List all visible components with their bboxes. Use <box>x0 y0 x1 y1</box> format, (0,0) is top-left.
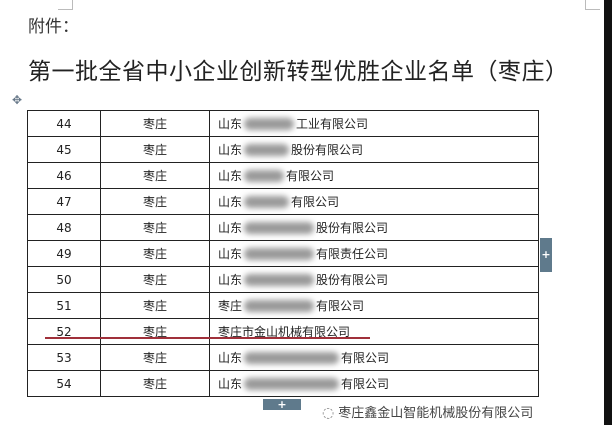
company-suffix: 有限公司 <box>341 350 390 365</box>
row-city: 枣庄 <box>100 240 210 267</box>
row-city: 枣庄 <box>100 344 210 371</box>
company-prefix: 山东 <box>218 272 243 287</box>
table-row: 52 枣庄 枣庄市金山机械有限公司 <box>27 318 539 345</box>
company-suffix: 工业有限公司 <box>296 116 369 131</box>
company-prefix: 山东 <box>218 142 243 157</box>
highlight-underline <box>45 337 370 339</box>
row-city: 枣庄 <box>100 162 210 189</box>
redacted-blur <box>244 170 285 182</box>
table-row: 54 枣庄 山东 有限公司 <box>27 370 539 397</box>
table-row: 53 枣庄 山东 有限公司 <box>27 344 539 371</box>
row-city: 枣庄 <box>100 188 210 215</box>
row-number: 48 <box>27 214 101 241</box>
company-name: 山东 股份有限公司 <box>209 136 539 163</box>
company-prefix: 枣庄 <box>218 298 243 313</box>
row-number: 53 <box>27 344 101 371</box>
table-row: 46 枣庄 山东 有限公司 <box>27 162 539 189</box>
table-row: 45 枣庄 山东 股份有限公司 <box>27 136 539 163</box>
company-suffix: 有限公司 <box>286 168 335 183</box>
company-name: 山东 有限责任公司 <box>209 240 539 267</box>
row-number: 51 <box>27 292 101 319</box>
watermark: 枣庄鑫金山智能机械股份有限公司 <box>338 406 534 421</box>
row-city: 枣庄 <box>100 136 210 163</box>
company-name: 山东 有限公司 <box>209 370 539 397</box>
company-suffix: 有限公司 <box>341 376 390 391</box>
company-table: 44 枣庄 山东 工业有限公司 45 枣庄 山东 股份有限公司 46 枣庄 山东 有限公司… <box>27 110 539 397</box>
table-row: 47 枣庄 山东 有限公司 <box>27 188 539 215</box>
redacted-blur <box>244 118 295 130</box>
row-city: 枣庄 <box>100 318 210 345</box>
company-prefix: 山东 <box>218 246 243 261</box>
wechat-icon: ◌ <box>322 405 335 421</box>
table-row: 51 枣庄 枣庄 有限公司 <box>27 292 539 319</box>
redacted-blur <box>244 144 290 156</box>
company-suffix: 有限公司 <box>291 194 340 209</box>
company-prefix: 枣庄市金山机械有限公司 <box>218 324 351 339</box>
row-number: 49 <box>27 240 101 267</box>
redacted-blur <box>244 378 340 390</box>
redacted-blur <box>244 248 315 260</box>
redacted-blur <box>244 352 340 364</box>
row-number: 45 <box>27 136 101 163</box>
table-row: 48 枣庄 山东 股份有限公司 <box>27 214 539 241</box>
company-name: 山东 有限公司 <box>209 344 539 371</box>
attachment-label: 附件： <box>28 17 79 37</box>
redacted-blur <box>244 300 315 312</box>
company-suffix: 股份有限公司 <box>316 220 389 235</box>
row-number: 52 <box>27 318 101 345</box>
row-number: 54 <box>27 370 101 397</box>
row-number: 44 <box>27 110 101 137</box>
screen-edge <box>604 0 612 425</box>
company-suffix: 有限公司 <box>316 298 365 313</box>
company-suffix: 有限责任公司 <box>316 246 389 261</box>
company-prefix: 山东 <box>218 376 243 391</box>
row-number: 47 <box>27 188 101 215</box>
company-prefix: 山东 <box>218 350 243 365</box>
redacted-blur <box>244 274 315 286</box>
row-city: 枣庄 <box>100 214 210 241</box>
table-row: 49 枣庄 山东 有限责任公司 <box>27 240 539 267</box>
company-name: 山东 有限公司 <box>209 162 539 189</box>
redacted-blur <box>244 222 315 234</box>
company-prefix: 山东 <box>218 194 243 209</box>
add-column-button[interactable]: + <box>540 238 552 272</box>
company-name: 山东 工业有限公司 <box>209 110 539 137</box>
row-city: 枣庄 <box>100 110 210 137</box>
company-suffix: 股份有限公司 <box>316 272 389 287</box>
document-title: 第一批全省中小企业创新转型优胜企业名单（枣庄） <box>28 59 569 85</box>
company-name: 山东 有限公司 <box>209 188 539 215</box>
margin-corner-mark <box>58 0 73 10</box>
add-row-button[interactable]: + <box>263 399 301 410</box>
table-row: 50 枣庄 山东 股份有限公司 <box>27 266 539 293</box>
company-name: 枣庄市金山机械有限公司 <box>209 318 539 345</box>
redacted-blur <box>244 196 290 208</box>
table-row: 44 枣庄 山东 工业有限公司 <box>27 110 539 137</box>
row-number: 50 <box>27 266 101 293</box>
company-name: 山东 股份有限公司 <box>209 214 539 241</box>
row-city: 枣庄 <box>100 292 210 319</box>
row-city: 枣庄 <box>100 266 210 293</box>
row-number: 46 <box>27 162 101 189</box>
watermark-container: ◌ 枣庄鑫金山智能机械股份有限公司 <box>322 404 533 422</box>
margin-corner-mark <box>585 0 600 10</box>
company-prefix: 山东 <box>218 116 243 131</box>
company-name: 枣庄 有限公司 <box>209 292 539 319</box>
company-prefix: 山东 <box>218 168 243 183</box>
company-name: 山东 股份有限公司 <box>209 266 539 293</box>
company-suffix: 股份有限公司 <box>291 142 364 157</box>
company-prefix: 山东 <box>218 220 243 235</box>
row-city: 枣庄 <box>100 370 210 397</box>
table-move-handle-icon[interactable]: ✥ <box>12 93 23 107</box>
